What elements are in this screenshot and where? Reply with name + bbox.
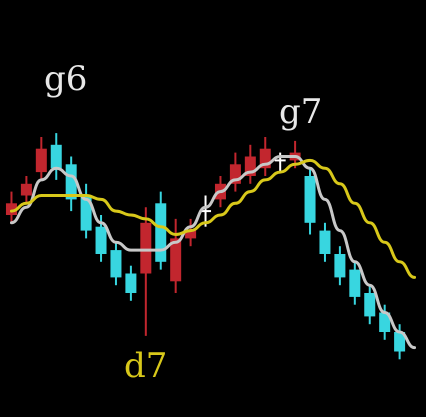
candle-body [334, 254, 346, 278]
candle-11 [170, 218, 182, 293]
candle-15 [229, 152, 241, 192]
candle-24 [364, 285, 376, 325]
candle-body [229, 164, 241, 184]
candle-body [244, 156, 256, 176]
ma_fast-line [9, 155, 417, 350]
candle-7 [110, 242, 122, 286]
candle-21 [319, 222, 331, 262]
candle-body [35, 148, 47, 173]
annotation-g6: g6 [44, 59, 87, 99]
candle-2 [35, 137, 47, 180]
candle-body [319, 230, 331, 254]
candle-1 [20, 176, 32, 204]
candle-body [304, 176, 316, 223]
annotation-g7: g7 [279, 92, 322, 132]
candle-body [20, 183, 32, 196]
candle-body [394, 332, 406, 352]
candle-0 [5, 191, 17, 223]
candle-20 [304, 168, 316, 235]
candle-4 [65, 156, 77, 212]
candle-body [364, 293, 376, 317]
candle-body [259, 148, 271, 169]
candle-9 [140, 207, 152, 336]
candle-17 [259, 137, 271, 176]
candle-10 [155, 191, 167, 270]
candle-12 [185, 218, 197, 247]
candle-body [5, 203, 17, 215]
candle-body [170, 238, 182, 282]
candle-16 [244, 144, 256, 184]
candle-body [125, 273, 137, 293]
candle-23 [349, 261, 361, 305]
candle-body [50, 144, 62, 169]
annotation-d7: d7 [124, 346, 167, 386]
candle-body [379, 312, 391, 332]
candle-26 [394, 324, 406, 360]
candle-5 [80, 183, 92, 239]
candle-body [65, 164, 77, 200]
candle-22 [334, 246, 346, 286]
candle-25 [379, 304, 391, 340]
candle-body [95, 226, 107, 254]
candle-body [80, 195, 92, 231]
candle-body [349, 269, 361, 297]
candle-body [155, 203, 167, 262]
candle-8 [125, 265, 137, 301]
candle-body [110, 250, 122, 278]
candle-3 [50, 133, 62, 180]
moving-averages-group [9, 155, 417, 350]
candle-body [140, 222, 152, 274]
candle-body [185, 230, 197, 239]
ma_slow-line [9, 158, 417, 279]
